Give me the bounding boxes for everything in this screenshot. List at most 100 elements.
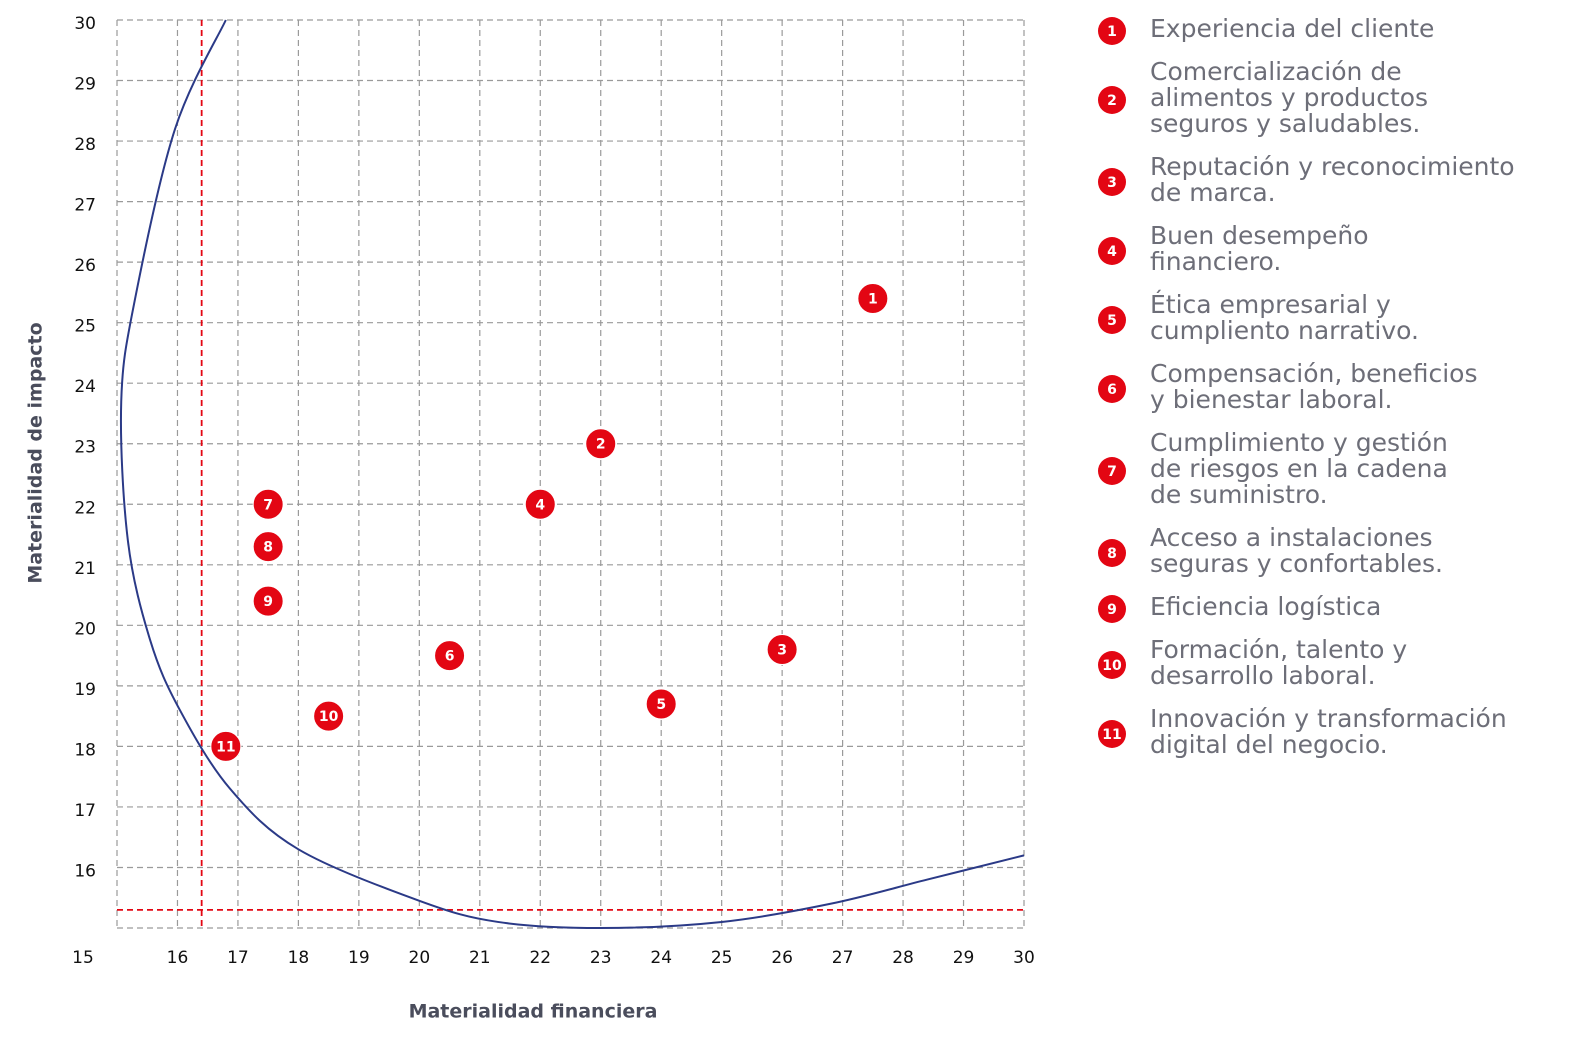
point — [252, 531, 284, 563]
y-tick-label: 25 — [74, 317, 96, 337]
legend-text: cumpliento narrativo. — [1150, 316, 1419, 345]
legend-text: Compensación, beneficios — [1150, 359, 1478, 388]
x-tick-label: 18 — [288, 948, 310, 968]
legend-marker — [1098, 651, 1126, 679]
y-tick-label: 29 — [74, 75, 96, 95]
point — [252, 585, 284, 617]
legend-text: de riesgos en la cadena — [1150, 454, 1448, 483]
point — [210, 730, 242, 762]
legend-text: Innovación y transformación — [1150, 704, 1507, 733]
point-label: 8 — [263, 540, 273, 556]
legend-text: Eficiencia logística — [1150, 592, 1381, 621]
y-tick-label: 30 — [74, 14, 96, 34]
legend-text: Acceso a instalaciones — [1150, 523, 1433, 552]
point-label: 2 — [596, 437, 606, 453]
legend-marker — [1098, 539, 1126, 567]
legend-text: Experiencia del cliente — [1150, 14, 1434, 43]
point-label: 9 — [263, 594, 273, 610]
x-tick-label: 30 — [1013, 948, 1035, 968]
legend-text: financiero. — [1150, 247, 1281, 276]
point-label: 7 — [263, 497, 273, 513]
legend-number: 6 — [1107, 382, 1117, 398]
point — [585, 428, 617, 460]
point-label: 1 — [868, 291, 878, 307]
x-tick-label: 15 — [72, 948, 94, 968]
legend-text: desarrollo laboral. — [1150, 661, 1376, 690]
legend-number: 10 — [1102, 658, 1122, 674]
legend-marker — [1098, 720, 1126, 748]
legend-number: 11 — [1102, 727, 1121, 743]
point-label: 6 — [445, 649, 455, 665]
legend-marker — [1098, 457, 1126, 485]
point — [645, 688, 677, 720]
x-tick-label: 29 — [953, 948, 975, 968]
x-tick-label: 21 — [469, 948, 491, 968]
legend-text: de marca. — [1150, 178, 1276, 207]
x-tick-label: 27 — [832, 948, 854, 968]
point-label: 5 — [656, 697, 666, 713]
x-tick-label: 20 — [409, 948, 431, 968]
x-tick-label: 25 — [711, 948, 733, 968]
legend-marker — [1098, 237, 1126, 265]
legend-number: 2 — [1107, 93, 1117, 109]
legend-text: Comercialización de — [1150, 57, 1402, 86]
y-tick-label: 23 — [74, 438, 96, 458]
legend-text: seguros y saludables. — [1150, 109, 1420, 138]
legend-number: 8 — [1107, 546, 1117, 562]
legend-text: Ética empresarial y — [1150, 290, 1391, 319]
legend-text: Buen desempeño — [1150, 221, 1369, 250]
legend-text: Cumplimiento y gestión — [1150, 428, 1448, 457]
legend-marker — [1098, 86, 1126, 114]
x-tick-label: 19 — [348, 948, 370, 968]
point — [434, 640, 466, 672]
legend-marker — [1098, 375, 1126, 403]
y-axis-label: Materialidad de impacto — [25, 322, 47, 583]
y-tick-label: 18 — [74, 740, 96, 760]
legend-marker — [1098, 306, 1126, 334]
point — [252, 488, 284, 520]
y-tick-label: 24 — [74, 377, 96, 397]
legend-text: digital del negocio. — [1150, 730, 1388, 759]
y-tick-label: 20 — [74, 619, 96, 639]
legend-number: 5 — [1107, 313, 1117, 329]
legend-number: 7 — [1107, 464, 1117, 480]
point — [857, 282, 889, 314]
point — [766, 634, 798, 666]
x-tick-label: 23 — [590, 948, 612, 968]
legend-text: alimentos y productos — [1150, 83, 1428, 112]
legend-number: 1 — [1107, 24, 1117, 40]
legend-text: Reputación y reconocimiento — [1150, 152, 1515, 181]
point-label: 11 — [216, 739, 235, 755]
point — [313, 700, 345, 732]
point-label: 10 — [319, 709, 339, 725]
y-tick-label: 28 — [74, 135, 96, 155]
legend-text: seguras y confortables. — [1150, 549, 1443, 578]
y-tick-label: 21 — [74, 559, 96, 579]
y-tick-label: 26 — [74, 256, 96, 276]
y-tick-label: 19 — [74, 680, 96, 700]
legend-marker — [1098, 595, 1126, 623]
legend-text: Formación, talento y — [1150, 635, 1407, 664]
y-tick-label: 27 — [74, 196, 96, 216]
y-tick-label: 16 — [74, 861, 96, 881]
x-tick-label: 17 — [227, 948, 249, 968]
legend-text: y bienestar laboral. — [1150, 385, 1392, 414]
y-tick-label: 17 — [74, 801, 96, 821]
point — [524, 488, 556, 520]
point-label: 3 — [777, 643, 787, 659]
x-tick-label: 28 — [892, 948, 914, 968]
legend-marker — [1098, 168, 1126, 196]
x-tick-label: 22 — [529, 948, 551, 968]
x-tick-label: 16 — [167, 948, 189, 968]
legend-text: de suministro. — [1150, 480, 1328, 509]
legend-number: 3 — [1107, 175, 1117, 191]
legend-number: 9 — [1107, 602, 1117, 618]
y-tick-label: 22 — [74, 498, 96, 518]
x-axis-label: Materialidad financiera — [409, 1001, 658, 1023]
legend-number: 4 — [1107, 244, 1117, 260]
x-tick-label: 24 — [650, 948, 672, 968]
x-tick-label: 26 — [771, 948, 793, 968]
curve — [119, 19, 1025, 930]
point-label: 4 — [535, 497, 545, 513]
